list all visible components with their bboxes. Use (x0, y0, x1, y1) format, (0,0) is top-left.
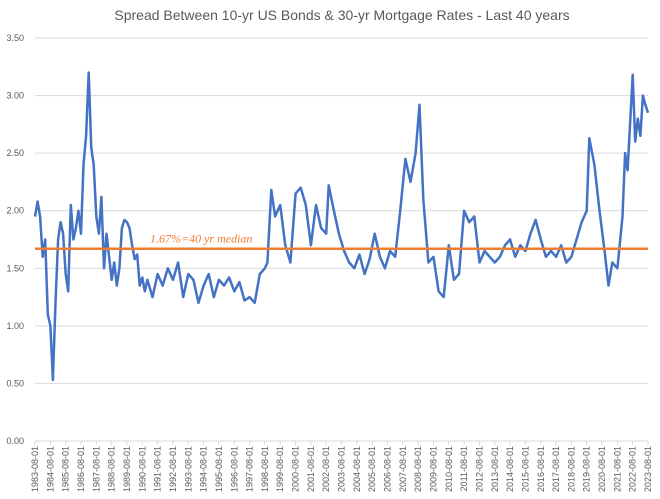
x-tick-label: 1995-08-01 (214, 446, 224, 492)
x-tick-label: 2019-08-01 (582, 446, 592, 492)
x-tick-label: 1998-08-01 (260, 446, 270, 492)
x-tick-label: 2022-08-01 (628, 446, 638, 492)
x-tick-label: 2017-08-01 (551, 446, 561, 492)
x-tick-label: 1997-08-01 (245, 446, 255, 492)
x-tick-label: 2007-08-01 (398, 446, 408, 492)
y-tick-label: 2.00 (6, 206, 24, 216)
x-tick-label: 1996-08-01 (229, 446, 239, 492)
x-tick-label: 1993-08-01 (183, 446, 193, 492)
x-tick-label: 1989-08-01 (122, 446, 132, 492)
x-tick-label: 2005-08-01 (367, 446, 377, 492)
x-tick-label: 2003-08-01 (337, 446, 347, 492)
y-tick-label: 0.00 (6, 436, 24, 446)
x-tick-label: 2008-08-01 (413, 446, 423, 492)
y-tick-label: 3.50 (6, 33, 24, 43)
y-tick-label: 1.00 (6, 321, 24, 331)
x-tick-label: 2002-08-01 (321, 446, 331, 492)
x-tick-label: 2012-08-01 (474, 446, 484, 492)
x-tick-label: 2015-08-01 (520, 446, 530, 492)
x-tick-label: 2001-08-01 (306, 446, 316, 492)
x-tick-label: 1992-08-01 (168, 446, 178, 492)
y-tick-label: 0.50 (6, 378, 24, 388)
x-tick-label: 1983-08-01 (30, 446, 40, 492)
x-tick-label: 2016-08-01 (536, 446, 546, 492)
x-tick-label: 2011-08-01 (459, 446, 469, 491)
x-tick-label: 2010-08-01 (444, 446, 454, 492)
data-line (33, 71, 650, 382)
x-tick-label: 2018-08-01 (566, 446, 576, 492)
x-tick-label: 1988-08-01 (107, 446, 117, 492)
x-tick-label: 1986-08-01 (76, 446, 86, 492)
x-tick-label: 1990-08-01 (137, 446, 147, 492)
x-tick-label: 2020-08-01 (597, 446, 607, 492)
x-tick-label: 2000-08-01 (291, 446, 301, 492)
x-tick-label: 1985-08-01 (61, 446, 71, 492)
median-label: 1.67%=40 yr median (150, 232, 252, 246)
x-tick-label: 2006-08-01 (382, 446, 392, 492)
x-tick-label: 2013-08-01 (490, 446, 500, 492)
y-tick-label: 2.50 (6, 148, 24, 158)
x-tick-label: 1984-08-01 (45, 446, 55, 492)
x-tick-label: 2004-08-01 (352, 446, 362, 492)
x-tick-label: 1999-08-01 (275, 446, 285, 492)
x-tick-label: 2023-08-01 (643, 446, 653, 492)
x-tick-label: 1991-08-01 (153, 446, 163, 492)
x-tick-label: 1987-08-01 (91, 446, 101, 492)
y-tick-label: 1.50 (6, 263, 24, 273)
x-tick-label: 2009-08-01 (428, 446, 438, 492)
x-tick-label: 2014-08-01 (505, 446, 515, 492)
chart-title: Spread Between 10-yr US Bonds & 30-yr Mo… (114, 7, 569, 23)
y-tick-label: 3.00 (6, 91, 24, 101)
x-tick-label: 2021-08-01 (612, 446, 622, 492)
x-tick-label: 1994-08-01 (199, 446, 209, 492)
